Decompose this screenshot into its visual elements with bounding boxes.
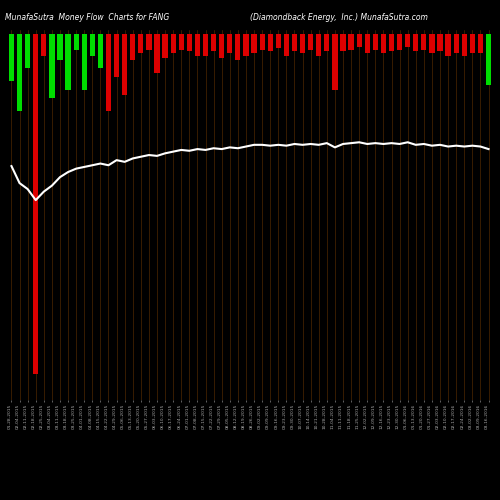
Bar [33,34,38,374]
Bar [82,34,87,90]
Bar [219,34,224,58]
Bar [195,34,200,56]
Bar [130,34,136,60]
Bar [372,34,378,50]
Bar [106,34,111,111]
Bar [138,34,143,53]
Bar [90,34,95,56]
Bar [154,34,160,72]
Bar [356,34,362,47]
Bar [446,34,450,56]
Bar [324,34,330,51]
Bar [308,34,314,50]
Bar [348,34,354,50]
Bar [397,34,402,50]
Bar [276,34,281,48]
Bar [252,34,256,53]
Bar [430,34,434,53]
Bar [74,34,79,50]
Bar [41,34,46,56]
Bar [162,34,168,58]
Bar [244,34,248,56]
Bar [178,34,184,50]
Bar [186,34,192,51]
Bar [486,34,491,86]
Text: MunafaSutra  Money Flow  Charts for FANG: MunafaSutra Money Flow Charts for FANG [5,12,169,22]
Bar [235,34,240,60]
Bar [470,34,475,53]
Bar [340,34,345,51]
Bar [260,34,265,50]
Bar [211,34,216,51]
Bar [9,34,14,81]
Bar [364,34,370,53]
Bar [170,34,176,53]
Bar [462,34,467,56]
Bar [50,34,54,98]
Bar [292,34,297,51]
Bar [389,34,394,51]
Bar [300,34,305,53]
Bar [381,34,386,53]
Bar [268,34,273,51]
Bar [203,34,208,56]
Bar [405,34,410,47]
Bar [316,34,322,56]
Bar [421,34,426,50]
Bar [332,34,338,90]
Bar [413,34,418,51]
Bar [66,34,70,90]
Bar [284,34,289,56]
Bar [17,34,22,111]
Bar [438,34,442,51]
Bar [58,34,62,60]
Bar [114,34,119,77]
Bar [227,34,232,53]
Bar [146,34,152,50]
Text: (Diamondback Energy,  Inc.) MunafaSutra.com: (Diamondback Energy, Inc.) MunafaSutra.c… [250,12,428,22]
Bar [98,34,103,68]
Bar [454,34,459,53]
Bar [478,34,483,53]
Bar [25,34,30,68]
Bar [122,34,128,96]
